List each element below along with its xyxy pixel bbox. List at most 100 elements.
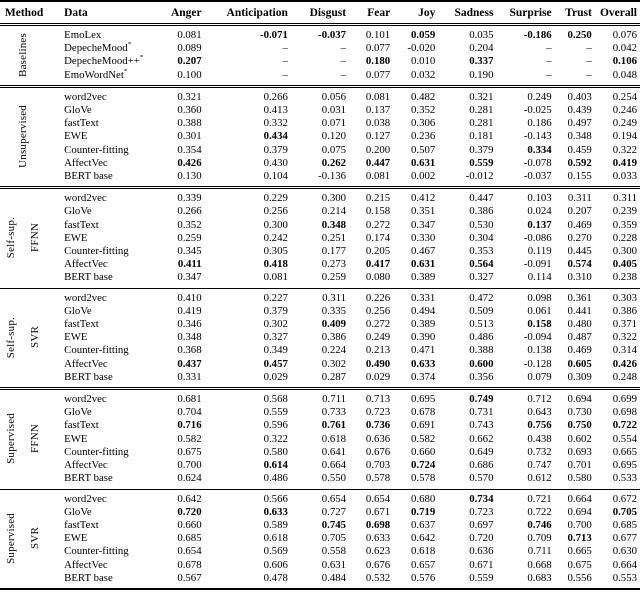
- score-cell-surprise: 0.722: [527, 505, 552, 518]
- score-cell-sadness: 0.686: [469, 459, 494, 472]
- score-cell-trust: 0.664: [554, 488, 595, 506]
- score-cell-sadness: 0.353: [469, 245, 494, 258]
- score-cell-trust: 0.403: [554, 84, 595, 105]
- table-row: GloVe 0.419 0.379 0.335 0.256 0.494 0.509 0.061…: [0, 305, 640, 318]
- score-cell-anger: 0.130: [177, 170, 202, 183]
- score-cell-overall: 0.033: [612, 170, 637, 183]
- score-cell-sadness: 0.327: [469, 271, 494, 284]
- score-cell-disgust: 0.618: [321, 432, 347, 445]
- method-group-label-text: FFNN: [29, 424, 42, 454]
- data-label: EWE: [64, 231, 88, 244]
- score-cell-anger: 0.426: [177, 156, 202, 169]
- score-cell-joy: 0.691: [411, 419, 436, 432]
- score-cell-overall: 0.722: [612, 419, 637, 432]
- score-cell-overall: 0.314: [612, 344, 637, 357]
- score-cell-joy: 0.412: [393, 186, 439, 206]
- table-row: fastText 0.346 0.302 0.409 0.272 0.389 0.513 0.…: [0, 318, 640, 331]
- score-cell-disgust: 0.705: [321, 532, 347, 545]
- score-cell-trust: 0.311: [554, 186, 595, 206]
- score-cell-sadness: 0.379: [469, 143, 494, 156]
- score-cell-fear: 0.205: [365, 245, 391, 258]
- score-cell-sadness: 0.304: [469, 231, 494, 244]
- data-label: EWE: [64, 532, 88, 545]
- score-cell-anger: 0.348: [177, 331, 202, 344]
- data-label-footnote-marker: *: [139, 55, 144, 62]
- score-cell-fear: 0.636: [365, 432, 391, 445]
- data-label: AffectVec: [64, 558, 108, 571]
- score-cell-disgust: 0.727: [321, 505, 347, 518]
- score-cell-disgust: 0.654: [290, 488, 350, 506]
- score-cell-disgust: 0.056: [290, 84, 350, 105]
- score-cell-joy: 0.633: [411, 357, 436, 370]
- data-label: word2vec: [48, 488, 149, 506]
- score-cell-joy: 0.330: [411, 231, 436, 244]
- data-label: word2vec: [48, 186, 149, 206]
- score-cell-disgust: –: [340, 68, 347, 81]
- column-header-anticipation: Anticipation: [204, 1, 291, 26]
- data-label: GloVe: [64, 304, 92, 317]
- method-group-label-text: SVR: [29, 326, 42, 349]
- score-cell-surprise: 0.103: [496, 186, 555, 206]
- score-cell-disgust: 0.273: [321, 258, 347, 271]
- score-cell-disgust: 0.745: [321, 518, 347, 531]
- score-cell-trust: 0.701: [567, 459, 592, 472]
- score-cell-overall: 0.249: [612, 117, 637, 130]
- score-cell-fear: 0.101: [365, 29, 391, 41]
- score-cell-anticipation: 0.349: [263, 344, 288, 357]
- score-cell-fear: 0.077: [365, 68, 391, 81]
- score-cell-surprise: 0.186: [527, 117, 552, 130]
- table-header: Method Data Anger Anticipation Disgust Fear Jo…: [0, 1, 640, 26]
- score-cell-joy: 0.507: [411, 143, 436, 156]
- data-label: fastText: [64, 518, 99, 531]
- score-cell-joy: 0.389: [411, 318, 436, 331]
- score-cell-trust: 0.310: [567, 271, 592, 284]
- score-cell-trust: 0.459: [567, 143, 592, 156]
- data-label: DepecheMood++*: [64, 55, 144, 68]
- score-cell-fear: 0.249: [365, 331, 391, 344]
- score-cell-sadness: 0.181: [469, 130, 494, 143]
- data-label: BERT base: [64, 170, 113, 183]
- score-cell-fear: 0.447: [365, 156, 391, 169]
- score-cell-surprise: -0.091: [523, 258, 552, 271]
- section-selfsup-ffnn: Self-sup. FFNN word2vec 0.339 0.229 0.300 0.21…: [0, 186, 640, 289]
- data-label: EmoLex: [64, 29, 102, 41]
- score-cell-anger: 0.100: [177, 68, 202, 81]
- score-cell-anticipation: 0.596: [263, 419, 288, 432]
- table-row: fastText 0.388 0.332 0.071 0.038 0.306 0.281 0.…: [0, 117, 640, 130]
- method-group-label: Supervised: [0, 488, 25, 589]
- score-cell-anger: 0.411: [177, 258, 202, 271]
- score-cell-overall: 0.405: [612, 258, 637, 271]
- method-group-label-text: SVR: [29, 527, 42, 550]
- score-cell-joy: 0.374: [411, 370, 436, 383]
- score-cell-overall: 0.699: [594, 387, 640, 407]
- score-cell-joy: 0.352: [411, 104, 436, 117]
- score-cell-anticipation: 0.227: [204, 287, 291, 305]
- table-row: Supervised FFNN word2vec 0.681 0.568 0.711 0.7…: [0, 387, 640, 489]
- table-row: Self-sup. FFNN word2vec 0.339 0.229 0.300 0.21…: [0, 186, 640, 289]
- score-cell-fear: 0.180: [365, 55, 391, 68]
- score-cell-overall: 0.554: [612, 432, 637, 445]
- score-cell-sadness: 0.570: [469, 472, 494, 485]
- data-label: GloVe: [64, 104, 92, 117]
- column-header-fear: Fear: [349, 1, 394, 26]
- score-cell-sadness: 0.386: [469, 205, 494, 218]
- score-cell-trust: 0.605: [567, 357, 592, 370]
- score-cell-overall: 0.300: [612, 245, 637, 258]
- data-label: fastText: [64, 218, 99, 231]
- score-cell-overall: 0.685: [612, 518, 637, 531]
- table-row: BERT base 0.567 0.478 0.484 0.532 0.576 0.559 0…: [0, 572, 640, 589]
- method-group-label: Baselines: [0, 25, 48, 87]
- score-cell-joy: 0.347: [411, 218, 436, 231]
- score-cell-joy: 0.389: [411, 271, 436, 284]
- score-cell-trust: 0.207: [567, 205, 592, 218]
- data-label: EWE: [64, 432, 88, 445]
- score-cell-surprise: 0.061: [527, 304, 552, 317]
- score-cell-anticipation: 0.322: [263, 432, 288, 445]
- score-cell-joy: 0.680: [393, 488, 439, 506]
- score-cell-disgust: 0.071: [321, 117, 347, 130]
- score-cell-trust: 0.602: [567, 432, 592, 445]
- score-cell-anticipation: 0.081: [263, 271, 288, 284]
- table-row: Self-sup. SVR word2vec 0.410 0.227 0.311 0.226…: [0, 287, 640, 389]
- score-cell-trust: 0.730: [567, 406, 592, 419]
- score-cell-disgust: 0.558: [321, 545, 347, 558]
